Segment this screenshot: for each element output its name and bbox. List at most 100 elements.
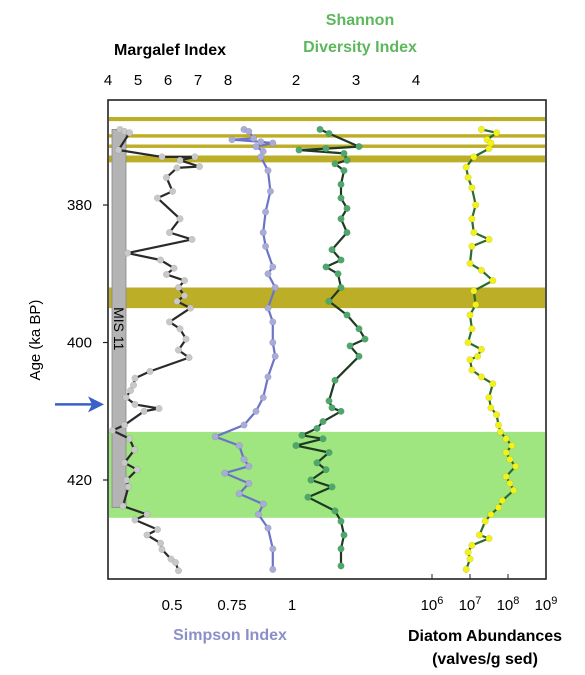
margalef-tick-3: 7 <box>194 72 202 89</box>
shannon-point-13 <box>343 228 351 237</box>
margalef-series <box>108 125 204 575</box>
simpson-point-11 <box>262 208 270 216</box>
margalef-point-5 <box>191 153 199 161</box>
simpson-point-34 <box>264 524 272 532</box>
margalef-point-30 <box>131 374 139 382</box>
shannon-point-20 <box>343 311 351 319</box>
simpson-point-32 <box>259 500 267 508</box>
shannon-point-34 <box>325 448 333 457</box>
shannon-tick-0: 2 <box>292 72 300 89</box>
simpson-point-20 <box>271 352 279 360</box>
shannon-point-18 <box>337 283 345 292</box>
shannon-point-4 <box>295 146 303 154</box>
diatom-series <box>462 125 520 573</box>
margalef-point-7 <box>195 162 204 171</box>
diatom-point-8 <box>468 184 476 192</box>
simpson-point-5 <box>269 139 277 147</box>
diatom-point-0 <box>477 125 485 133</box>
diatom-point-16 <box>489 277 497 285</box>
diatom-point-42 <box>494 503 503 512</box>
diatom-point-23 <box>474 352 482 360</box>
margalef-point-14 <box>188 235 196 243</box>
diatom-point-28 <box>485 393 493 402</box>
diatom-point-14 <box>466 259 474 267</box>
diatom-point-11 <box>470 228 478 237</box>
margalef-point-49 <box>143 531 151 539</box>
shannon-point-35 <box>313 459 321 467</box>
shannon-axis-title-line2: Diversity Index <box>303 39 417 56</box>
shannon-point-42 <box>340 531 348 539</box>
simpson-point-17 <box>264 304 272 312</box>
diatom-point-25 <box>468 366 476 374</box>
margalef-point-29 <box>146 367 154 375</box>
simpson-point-23 <box>252 407 260 415</box>
simpson-point-14 <box>269 263 277 271</box>
diatom-point-45 <box>475 531 484 539</box>
diatom-point-33 <box>502 435 510 443</box>
y-tick-380: 380 <box>67 197 92 214</box>
shannon-point-24 <box>355 352 363 360</box>
series-layer <box>108 125 520 575</box>
margalef-point-18 <box>162 270 171 278</box>
margalef-point-43 <box>123 476 131 484</box>
shannon-point-11 <box>343 204 351 212</box>
margalef-point-9 <box>162 173 171 182</box>
margalef-point-32 <box>126 387 135 395</box>
margalef-point-47 <box>131 516 139 524</box>
margalef-point-2 <box>126 129 134 137</box>
diatom-tick-3: 109 <box>535 595 558 614</box>
diatom-point-46 <box>485 534 493 542</box>
simpson-axis-title: Simpson Index <box>173 627 287 644</box>
highlight-band-5 <box>109 431 545 518</box>
margalef-point-20 <box>174 283 183 292</box>
shannon-point-31 <box>298 431 306 439</box>
shannon-point-15 <box>337 256 345 264</box>
margalef-point-44 <box>124 483 132 491</box>
simpson-point-27 <box>240 455 248 463</box>
diatom-point-44 <box>481 517 489 525</box>
arrow-head <box>88 396 104 413</box>
simpson-point-10 <box>266 187 274 195</box>
shannon-point-14 <box>328 246 336 254</box>
diatom-point-18 <box>472 301 480 309</box>
simpson-point-25 <box>211 433 219 441</box>
margalef-point-21 <box>180 292 189 300</box>
shannon-point-40 <box>331 507 339 515</box>
shannon-point-0 <box>316 125 324 133</box>
diatom-point-4 <box>485 145 493 153</box>
simpson-point-36 <box>269 565 277 573</box>
margalef-point-8 <box>173 164 181 172</box>
margalef-axis-title: Margalef Index <box>114 42 226 59</box>
margalef-point-26 <box>182 335 190 343</box>
highlight-band-0 <box>109 117 545 122</box>
y-tick-420: 420 <box>67 472 92 489</box>
mis11-label: MIS 11 <box>111 307 127 351</box>
simpson-point-24 <box>240 421 248 429</box>
simpson-point-31 <box>235 490 243 498</box>
arrow-marker <box>55 396 104 413</box>
simpson-point-4 <box>257 138 265 146</box>
margalef-point-28 <box>185 354 193 362</box>
margalef-point-13 <box>165 228 174 237</box>
shannon-series <box>292 125 369 570</box>
shannon-point-12 <box>337 215 345 223</box>
simpson-point-22 <box>259 393 267 402</box>
diatom-point-1 <box>493 129 501 137</box>
diatom-tick-2: 108 <box>497 595 520 614</box>
margalef-point-50 <box>156 539 165 547</box>
shannon-point-43 <box>337 545 345 553</box>
margalef-point-48 <box>153 525 162 534</box>
simpson-point-3 <box>228 136 236 144</box>
diatom-point-12 <box>485 235 493 243</box>
simpson-tick-1: 0.75 <box>217 597 246 614</box>
shannon-point-1 <box>325 129 333 138</box>
diatom-point-6 <box>462 163 470 171</box>
margalef-point-4 <box>158 153 166 161</box>
diatom-point-21 <box>464 338 472 347</box>
margalef-point-51 <box>158 545 166 553</box>
diatom-axis-title-line1: Diatom Abundances <box>408 628 562 645</box>
diatom-point-5 <box>470 153 478 161</box>
shannon-point-21 <box>355 325 363 333</box>
shannon-point-22 <box>361 335 369 343</box>
